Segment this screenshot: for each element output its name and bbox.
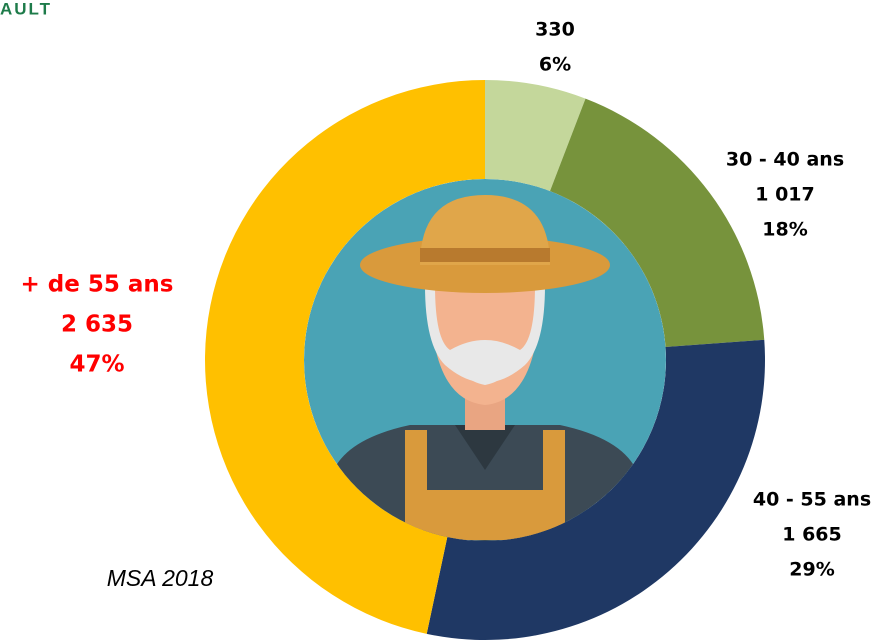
value-label: 2 635 bbox=[61, 312, 133, 338]
value-label: 1 017 bbox=[755, 184, 815, 206]
chart: AULT MSA 2018 330 6% 30 - 40 ans 1 017 18% 40… bbox=[0, 0, 876, 641]
value-label: 1 665 bbox=[782, 524, 842, 546]
logo-text: AULT bbox=[0, 0, 52, 18]
share-label: 6% bbox=[539, 54, 571, 76]
category-label: 30 - 40 ans bbox=[726, 149, 844, 171]
category-label: 40 - 55 ans bbox=[753, 489, 871, 511]
category-label: + de 55 ans bbox=[21, 272, 174, 298]
page: AULT MSA 2018 330 6% 30 - 40 ans 1 017 18% 40… bbox=[0, 0, 876, 641]
share-label: 18% bbox=[762, 219, 807, 241]
value-label: 330 bbox=[535, 19, 575, 41]
source-note: MSA 2018 bbox=[107, 565, 214, 591]
share-label: 29% bbox=[789, 559, 834, 581]
share-label: 47% bbox=[69, 352, 124, 378]
